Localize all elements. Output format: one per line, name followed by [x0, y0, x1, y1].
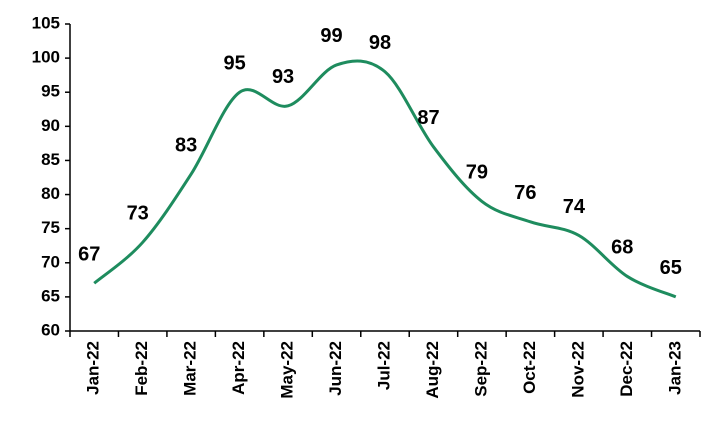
data-label: 73: [127, 203, 149, 225]
data-label: 74: [563, 196, 586, 218]
y-tick-label: 65: [41, 286, 60, 305]
y-tick-label: 70: [41, 252, 60, 271]
x-tick-label: Oct-22: [520, 341, 539, 394]
x-tick-label: Jul-22: [374, 341, 393, 390]
data-label: 68: [611, 237, 633, 259]
x-tick-label: Jan-22: [84, 341, 103, 395]
y-tick-label: 100: [32, 48, 60, 67]
y-tick-label: 80: [41, 184, 60, 203]
x-tick-label: Jan-23: [665, 341, 684, 395]
x-tick-label: Aug-22: [423, 341, 442, 399]
x-tick-label: Sep-22: [471, 341, 490, 397]
data-label: 65: [660, 257, 682, 279]
data-label: 87: [417, 107, 439, 129]
data-label: 67: [78, 244, 100, 266]
x-tick-label: Dec-22: [617, 341, 636, 397]
data-label: 93: [272, 66, 294, 88]
data-label: 95: [223, 53, 245, 75]
y-tick-label: 60: [41, 320, 60, 339]
y-tick-label: 75: [41, 218, 60, 237]
x-tick-label: Jun-22: [326, 341, 345, 396]
x-tick-label: Nov-22: [568, 341, 587, 398]
line: [93, 59, 677, 299]
x-tick-label: May-22: [278, 341, 297, 399]
data-label: 99: [320, 25, 342, 47]
y-tick-label: 95: [41, 82, 60, 101]
y-tick-label: 90: [41, 116, 60, 135]
y-tick-label: 85: [41, 150, 60, 169]
x-tick-label: Apr-22: [229, 341, 248, 395]
data-label: 83: [175, 134, 197, 156]
y-tick-label: 105: [32, 13, 60, 32]
data-label: 76: [514, 182, 536, 204]
data-label: 98: [369, 32, 391, 54]
x-tick-label: Mar-22: [181, 341, 200, 396]
x-tick-label: Feb-22: [132, 341, 151, 396]
data-label: 79: [466, 162, 488, 184]
